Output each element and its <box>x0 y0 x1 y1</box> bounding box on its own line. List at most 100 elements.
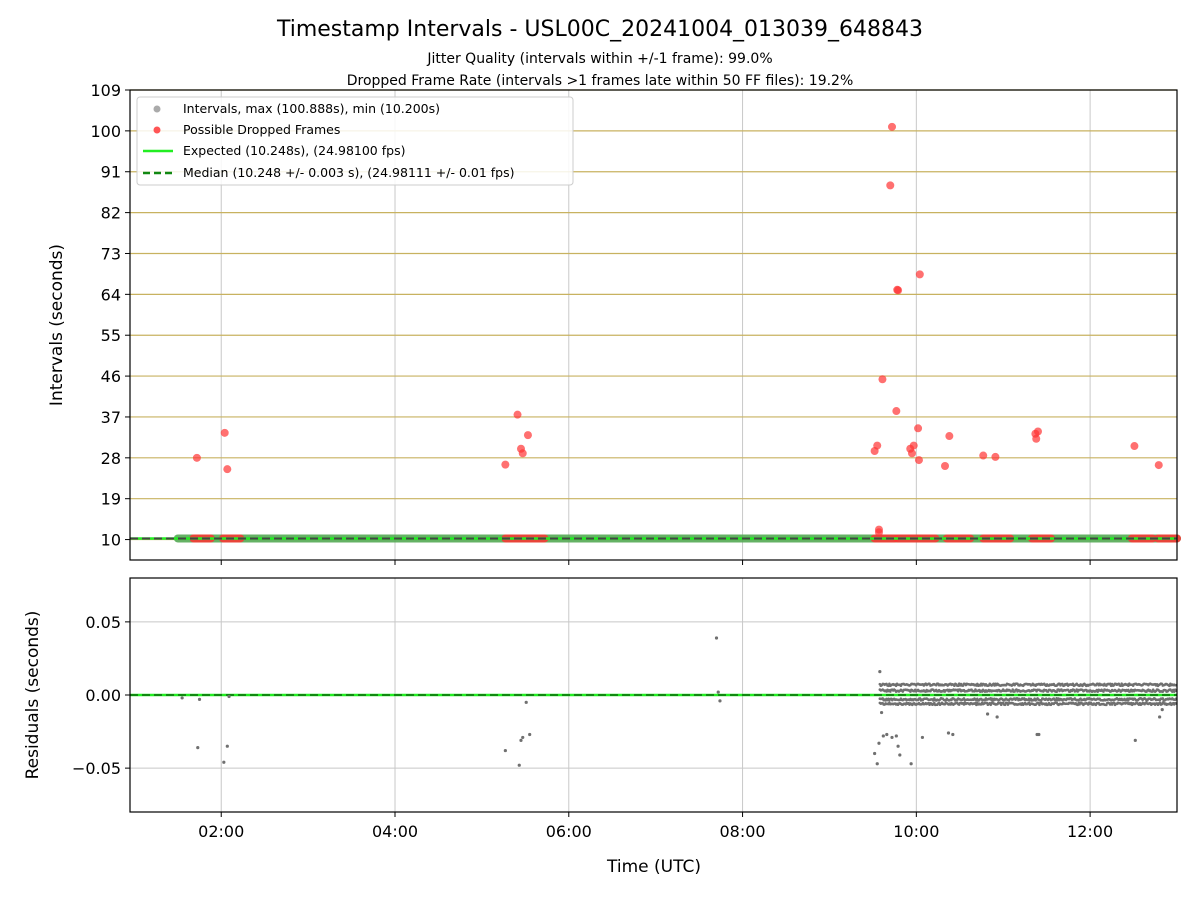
dropped-frame-point-13 <box>886 181 895 190</box>
intervals-axes-frame <box>129 89 1178 561</box>
residual-outlier-point-20 <box>881 734 885 738</box>
residual-outlier-point-21 <box>885 732 889 737</box>
residual-dense-point-169 <box>918 697 922 700</box>
legend: Intervals, max (100.888s), min (10.200s)… <box>136 96 574 186</box>
intervals-ytick-label-11: 109 <box>90 81 121 100</box>
intervals-ytick-label-9: 91 <box>101 163 121 182</box>
dropped-frame-point-4 <box>513 410 522 419</box>
chart-subtitle-jitter: Jitter Quality (intervals within +/-1 fr… <box>426 51 772 67</box>
legend-entry-median: Median (10.248 +/- 0.003 s), (24.98111 +… <box>183 165 514 180</box>
residual-outlier-point-0 <box>180 696 184 700</box>
dropped-frame-point-9 <box>873 441 882 450</box>
residual-outlier-point-10 <box>524 700 528 704</box>
dropped-frame-point-15 <box>892 407 901 416</box>
residual-dense-point-558 <box>1011 688 1014 691</box>
residual-outlier-point-1 <box>196 746 200 750</box>
residual-outlier-point-25 <box>898 753 902 757</box>
dropped-frame-point-11 <box>874 525 883 534</box>
residual-dense-point-1041 <box>1127 699 1130 702</box>
intervals-ytick-label-5: 55 <box>101 326 121 345</box>
residuals-xtick-label-2: 06:00 <box>546 822 592 841</box>
legend-entry-expected: Expected (10.248s), (24.98100 fps) <box>183 143 405 158</box>
legend-entry-dropped: Possible Dropped Frames <box>183 122 340 137</box>
residual-dense-point-967 <box>1108 682 1112 686</box>
intervals-y-axis-label: Intervals (seconds) <box>47 244 67 406</box>
residual-outlier-point-31 <box>995 715 999 719</box>
dropped-frame-point-31 <box>1130 442 1139 451</box>
legend-marker-intervals <box>153 105 161 113</box>
residual-outlier-point-3 <box>222 760 226 764</box>
residual-dense-point-1043 <box>1127 684 1130 688</box>
intervals-ytick-label-8: 82 <box>101 204 121 223</box>
residuals-xtick-label-4: 10:00 <box>893 822 939 841</box>
residual-outlier-point-22 <box>890 735 894 740</box>
residual-outlier-point-5 <box>227 694 231 699</box>
residual-outlier-point-2 <box>197 697 202 701</box>
residual-dense-point-767 <box>1061 682 1064 686</box>
chart-title: Timestamp Intervals - USL00C_20241004_01… <box>276 17 923 42</box>
residuals-ytick-label-2: 0.05 <box>85 613 121 632</box>
intervals-panel: 10 19 28 37 46 55 64 73 82 91 100 109 <box>90 81 1181 565</box>
dropped-frame-point-29 <box>1032 434 1041 443</box>
intervals-ytick-label-3: 37 <box>101 408 121 427</box>
dropped-frame-point-26 <box>979 451 988 460</box>
residual-outlier-point-35 <box>1158 715 1162 719</box>
residual-outlier-point-18 <box>878 670 882 674</box>
residual-outlier-point-13 <box>716 690 720 694</box>
residual-dense-point-1185 <box>1161 697 1165 700</box>
dropped-frame-point-32 <box>1154 461 1163 470</box>
residual-outlier-point-14 <box>718 699 722 703</box>
dropped-frame-point-1 <box>220 428 229 437</box>
residual-outlier-point-12 <box>714 636 719 640</box>
residual-dense-point-938 <box>1102 690 1105 693</box>
dropped-frame-point-7 <box>523 431 532 440</box>
residual-outlier-point-28 <box>946 731 951 735</box>
residuals-ytick-label-1: 0.00 <box>85 686 121 705</box>
residual-dense-point-524 <box>1003 703 1007 707</box>
legend-box <box>136 96 574 186</box>
chart-subtitle-dropped: Dropped Frame Rate (intervals >1 frames … <box>347 73 854 89</box>
residuals-xtick-label-5: 12:00 <box>1067 822 1113 841</box>
dropped-frame-point-25 <box>945 432 954 441</box>
residual-outlier-point-9 <box>521 735 525 740</box>
residuals-ytick-label-0: −0.05 <box>72 759 121 778</box>
residual-outlier-point-27 <box>920 735 925 740</box>
residual-dense-point-742 <box>1055 690 1058 694</box>
residual-outlier-point-7 <box>517 763 521 767</box>
legend-entry-intervals: Intervals, max (100.888s), min (10.200s) <box>183 101 440 116</box>
dropped-frame-point-19 <box>907 449 916 458</box>
dropped-frame-point-14 <box>888 122 897 131</box>
dropped-frame-point-22 <box>914 456 923 465</box>
residual-outlier-point-6 <box>503 748 507 753</box>
residual-dense-point-43 <box>888 682 891 686</box>
residual-outlier-point-33 <box>1037 732 1041 737</box>
dropped-frame-point-12 <box>878 375 887 384</box>
intervals-ytick-label-6: 64 <box>101 285 121 304</box>
residual-outlier-point-24 <box>896 744 900 748</box>
intervals-ytick-label-7: 73 <box>101 244 121 263</box>
intervals-ytick-label-4: 46 <box>101 367 121 386</box>
residual-dense-point-71 <box>894 684 898 688</box>
residual-outlier-point-26 <box>909 762 913 766</box>
residual-dense-point-1015 <box>1120 682 1123 686</box>
x-axis-label: Time (UTC) <box>606 857 701 877</box>
intervals-ytick-label-1: 19 <box>101 490 121 509</box>
dropped-frame-point-0 <box>192 453 201 462</box>
dropped-frame-point-24 <box>941 462 950 470</box>
residuals-y-axis-label: Residuals (seconds) <box>23 611 43 780</box>
residuals-xtick-label-1: 04:00 <box>372 822 418 841</box>
dropped-frame-point-2 <box>223 465 232 474</box>
residual-outlier-point-23 <box>894 734 898 738</box>
residual-outlier-point-16 <box>875 762 879 766</box>
residual-outlier-point-8 <box>519 738 523 742</box>
dropped-frame-point-6 <box>518 449 527 458</box>
residual-dense-point-39 <box>887 684 890 688</box>
residual-dense-point-980 <box>1112 701 1116 705</box>
residual-outlier-point-29 <box>951 732 955 737</box>
residual-outlier-point-34 <box>1133 738 1137 742</box>
residuals-xtick-label-3: 08:00 <box>720 822 766 841</box>
intervals-ytick-label-10: 100 <box>90 122 121 141</box>
residual-dense-point-1011 <box>1119 684 1122 688</box>
